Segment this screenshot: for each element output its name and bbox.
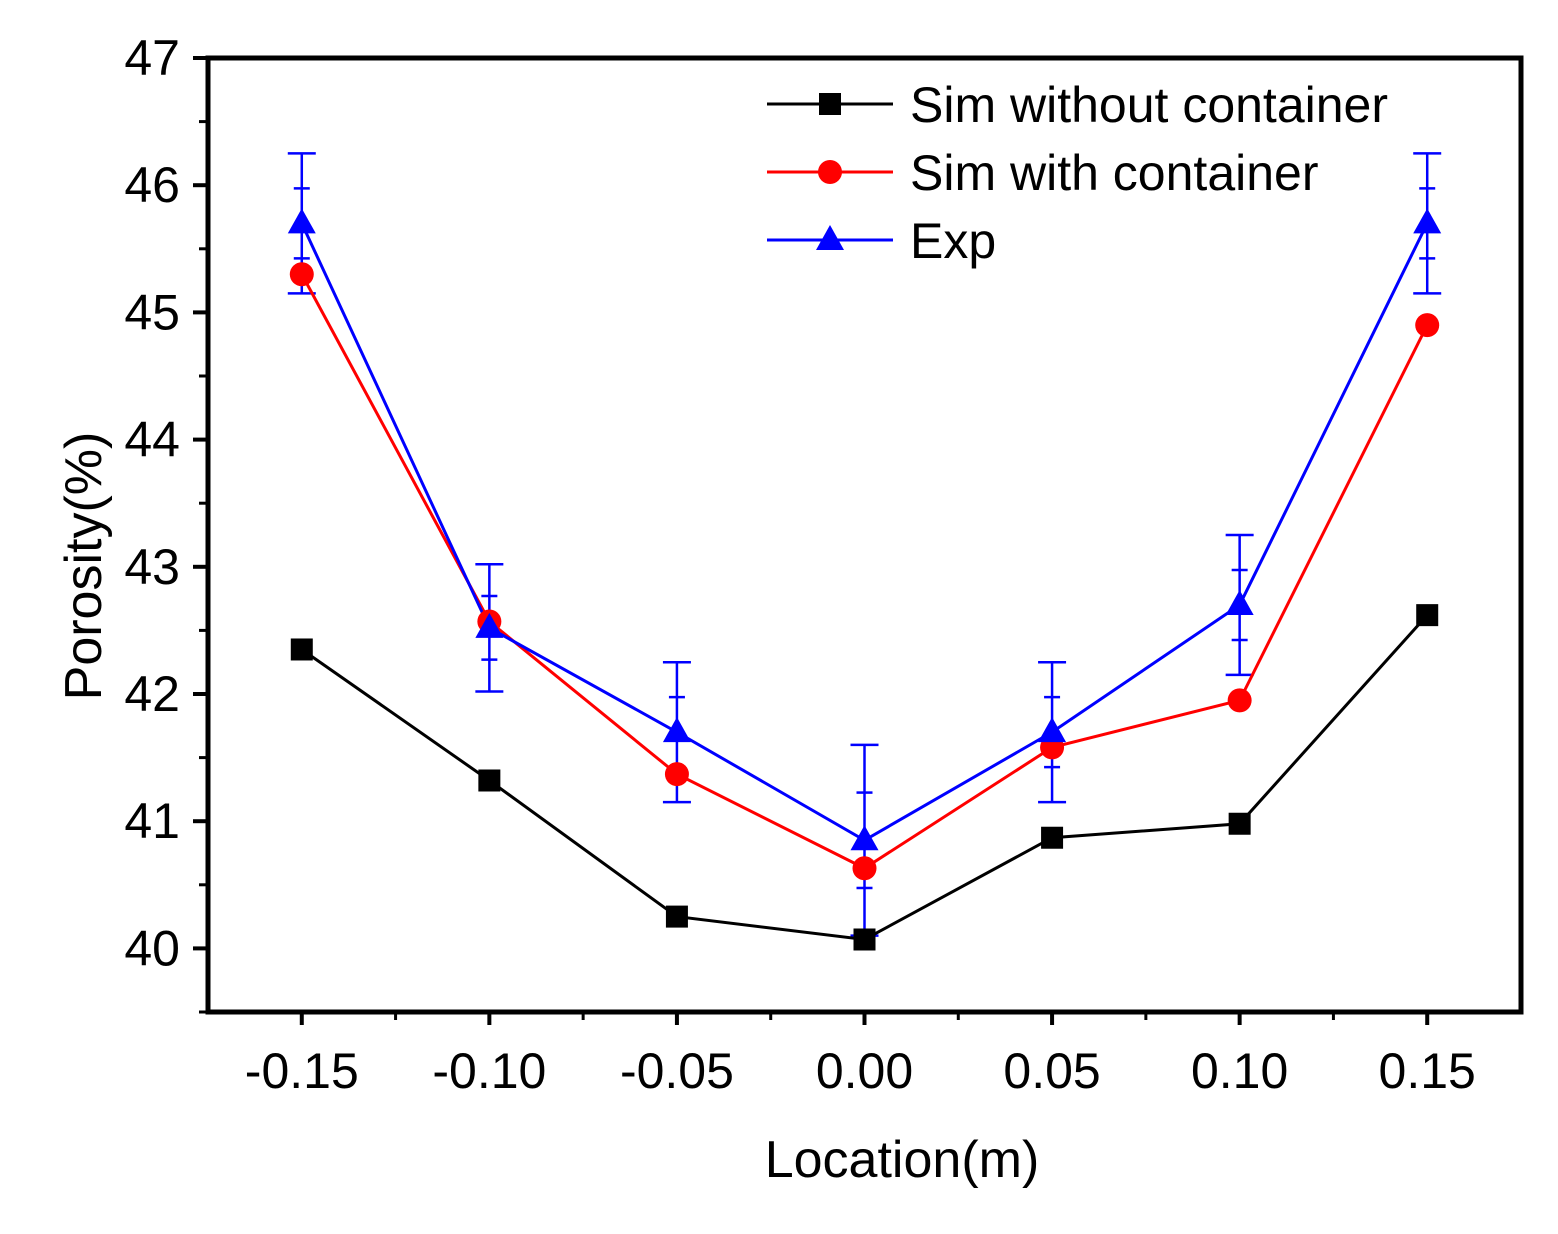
data-point — [852, 856, 877, 881]
data-point — [665, 905, 688, 928]
x-tick-label: 0.15 — [1379, 1043, 1476, 1099]
data-point — [1227, 688, 1252, 713]
data-point — [1225, 589, 1254, 615]
y-axis-label: Porosity(%) — [55, 432, 113, 701]
legend-marker — [816, 225, 844, 250]
data-point — [478, 769, 501, 792]
data-point — [853, 928, 876, 951]
y-tick-label: 40 — [124, 920, 180, 976]
data-point — [662, 717, 691, 743]
y-axis-ticks: 40 41 42 43 44 45 46 47 — [124, 30, 208, 1014]
data-point — [1228, 812, 1251, 835]
y-tick-label: 44 — [124, 412, 180, 468]
x-axis-ticks: -0.15 -0.10 -0.05 0.00 0.05 0.10 0.15 — [245, 1012, 1476, 1099]
y-tick-label: 41 — [124, 793, 180, 849]
legend-label: Exp — [910, 213, 996, 269]
x-tick-label: 0.10 — [1191, 1043, 1288, 1099]
y-tick-label: 45 — [124, 284, 180, 340]
y-tick-label: 42 — [124, 666, 180, 722]
data-point — [1416, 604, 1439, 627]
data-point — [1413, 208, 1442, 234]
legend: Sim without container Sim with container E… — [767, 77, 1388, 269]
x-tick-label: 0.05 — [1003, 1043, 1100, 1099]
y-tick-label: 46 — [124, 157, 180, 213]
data-point — [1038, 717, 1067, 743]
data-markers — [287, 208, 1442, 951]
data-point — [290, 638, 313, 661]
legend-label: Sim with container — [910, 145, 1319, 201]
x-tick-label: -0.10 — [432, 1043, 546, 1099]
data-point — [289, 262, 314, 287]
x-tick-label: -0.15 — [245, 1043, 359, 1099]
legend-marker — [818, 160, 842, 184]
data-point — [287, 208, 316, 234]
x-axis-label: Location(m) — [765, 1131, 1040, 1189]
data-point — [1041, 826, 1064, 849]
data-point — [475, 612, 504, 638]
legend-marker — [819, 93, 841, 115]
y-tick-label: 43 — [124, 539, 180, 595]
x-tick-label: 0.00 — [816, 1043, 913, 1099]
data-point — [850, 825, 879, 851]
y-tick-label: 47 — [124, 30, 180, 86]
data-point — [1415, 313, 1440, 338]
legend-label: Sim without container — [910, 77, 1388, 133]
x-tick-label: -0.05 — [620, 1043, 734, 1099]
data-point — [664, 762, 689, 787]
